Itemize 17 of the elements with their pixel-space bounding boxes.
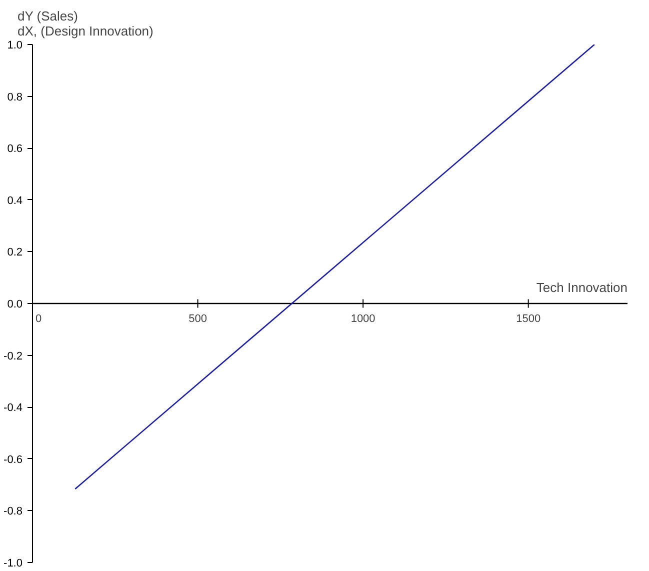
y-tick-label: 0.4 [7,194,23,207]
y-tick-label: -1.0 [4,558,23,570]
y-tick-label: -0.8 [4,506,23,518]
x-tick-label: 1000 [350,313,376,326]
x-axis-title: Tech Innovation [536,280,628,295]
y-tick-label: -0.6 [4,454,23,466]
y-tick-label: 1.0 [7,40,23,52]
y-tick-label: -0.2 [4,350,23,362]
y-tick-label: 0.0 [7,298,23,310]
x-tick-label: 500 [188,313,207,326]
x-tick-label: 1500 [516,313,541,326]
y-tick-label: -0.4 [4,402,23,414]
y-axis-title: dY (Sales) dX, (Design Innovation) [18,8,154,38]
x-tick-label: 0 [36,313,42,326]
y-tick-label: 0.2 [7,246,23,259]
y-tick-label: 0.8 [7,91,23,104]
y-tick-label: 0.6 [7,143,23,156]
